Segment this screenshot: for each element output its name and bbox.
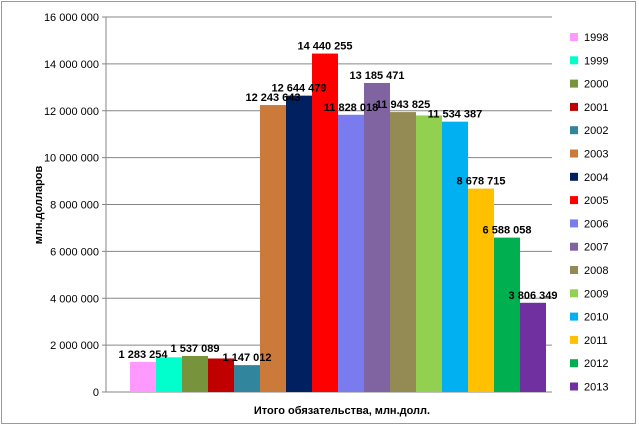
legend-label-2013: 2013 [584, 382, 608, 394]
legend-swatch-2007 [570, 242, 578, 251]
y-axis-title: млн.долларов [33, 165, 45, 244]
y-tick-label: 0 [93, 387, 99, 399]
legend-label-2011: 2011 [584, 335, 608, 347]
legend-label-2010: 2010 [584, 312, 608, 324]
legend-label-2005: 2005 [584, 195, 608, 207]
legend-swatch-2012 [570, 359, 578, 368]
legend-label-2001: 2001 [584, 102, 608, 114]
y-tick-label: 2 000 000 [50, 340, 99, 352]
y-tick-label: 4 000 000 [50, 293, 99, 305]
bars-layer [130, 53, 546, 393]
bar-1999 [156, 357, 182, 392]
legend: 1998 1999 2000 2001 2002 2003 2004 2005 2006 2007… [570, 32, 608, 394]
bar-2009 [416, 115, 442, 392]
legend-swatch-2013 [570, 382, 578, 391]
legend-swatch-2004 [570, 172, 578, 181]
data-label-2004: 12 644 479 [271, 83, 326, 95]
legend-swatch-2003 [570, 149, 578, 158]
data-label-2011: 8 678 715 [457, 176, 506, 188]
data-label-1998: 1 283 254 [119, 349, 169, 361]
legend-label-2007: 2007 [584, 242, 608, 254]
axis-layer: 0 2 000 000 4 000 000 6 000 000 8 000 000 10 … [44, 12, 552, 399]
x-axis-title: Итого обязательства, млн.долл. [254, 405, 430, 417]
bar-2008 [390, 112, 416, 393]
bar-2004 [286, 95, 312, 393]
bar-2001 [208, 358, 234, 392]
data-label-2006: 11 828 018 [324, 102, 378, 114]
legend-swatch-2000 [570, 79, 578, 88]
bar-2010 [442, 121, 468, 392]
bar-2007 [364, 82, 390, 393]
legend-label-2004: 2004 [584, 172, 608, 184]
legend-label-2009: 2009 [584, 288, 608, 300]
legend-swatch-1998 [570, 33, 578, 41]
data-label-2013: 3 806 349 [509, 290, 558, 302]
y-tick-label: 6 000 000 [50, 246, 99, 258]
y-tick-label: 14 000 000 [44, 59, 99, 71]
bar-2005 [312, 53, 338, 393]
data-label-2007: 13 185 471 [349, 70, 404, 82]
y-tick-label: 8 000 000 [50, 200, 99, 212]
legend-swatch-2005 [570, 196, 578, 205]
legend-swatch-2011 [570, 335, 578, 344]
bar-2012 [494, 237, 520, 392]
legend-swatch-2006 [570, 219, 578, 228]
bar-2013 [520, 302, 546, 392]
bar-2003 [260, 105, 286, 393]
data-label-2012: 6 588 058 [483, 225, 532, 237]
legend-label-2006: 2006 [584, 218, 608, 230]
data-label-2008: 11 943 825 [376, 99, 430, 111]
legend-label-2012: 2012 [584, 358, 608, 370]
bar-2002 [234, 365, 260, 392]
y-tick-label: 16 000 000 [44, 12, 99, 24]
bar-1998 [130, 361, 156, 392]
legend-swatch-2008 [570, 266, 578, 274]
data-label-2010: 11 534 387 [428, 109, 482, 121]
bar-2006 [338, 114, 364, 393]
legend-label-2000: 2000 [584, 79, 608, 91]
legend-swatch-2002 [570, 126, 578, 135]
legend-label-1999: 1999 [584, 55, 608, 67]
y-tick-label: 12 000 000 [44, 106, 99, 118]
legend-swatch-2009 [570, 289, 578, 298]
legend-label-2003: 2003 [584, 149, 608, 161]
data-label-2003: 12 243 643 [245, 92, 300, 104]
legend-swatch-2010 [570, 312, 578, 321]
data-label-2005: 14 440 255 [297, 41, 352, 53]
bar-2000 [182, 355, 208, 392]
legend-label-2008: 2008 [584, 265, 608, 277]
data-label-2000: 1 537 089 [171, 343, 220, 355]
legend-label-2002: 2002 [584, 125, 608, 137]
legend-swatch-1999 [570, 56, 578, 65]
legend-swatch-2001 [570, 102, 578, 111]
y-tick-label: 10 000 000 [44, 153, 99, 165]
legend-label-1998: 1998 [584, 32, 608, 44]
data-label-2002: 1 147 012 [223, 352, 272, 364]
bar-2011 [468, 188, 494, 392]
